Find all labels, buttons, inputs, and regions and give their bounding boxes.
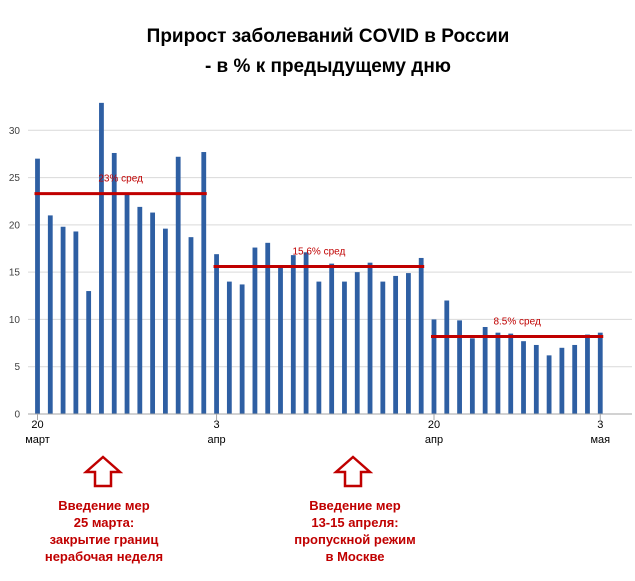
chart-title-line-2: - в % к предыдущему дню xyxy=(205,56,451,77)
bar xyxy=(278,267,283,414)
bar xyxy=(290,255,296,414)
bar xyxy=(265,242,271,414)
bar xyxy=(469,338,475,414)
bar xyxy=(431,319,437,414)
annotation-line: в Москве xyxy=(325,549,385,564)
bar xyxy=(252,247,258,414)
bar xyxy=(546,355,552,414)
up-arrow-icon xyxy=(333,455,373,488)
y-tick-label: 15 xyxy=(9,268,21,279)
bar xyxy=(495,332,501,414)
y-tick-label: 20 xyxy=(9,220,21,231)
x-tick-label-month: апр xyxy=(207,434,225,446)
bar xyxy=(533,344,539,414)
annotation-march-25: Введение мер 25 марта: закрытие границ н… xyxy=(4,497,204,565)
y-tick-label: 5 xyxy=(14,362,20,373)
annotation-april-13-15: Введение мер 13-15 апреля: пропускной ре… xyxy=(255,497,455,565)
annotation-line: Введение мер xyxy=(309,498,401,513)
bar xyxy=(73,231,79,414)
annotation-line: закрытие границ xyxy=(49,532,159,547)
annotation-line: Введение мер xyxy=(58,498,150,513)
bar xyxy=(188,237,194,414)
chart-title-line-1: Прирост заболеваний COVID в России xyxy=(147,26,510,47)
bar xyxy=(329,263,335,414)
bar xyxy=(406,273,411,414)
average-lines: 23% сред 15.6% сред 8.5% сред xyxy=(34,174,604,338)
bar xyxy=(201,152,207,414)
y-tick-label: 30 xyxy=(9,126,21,137)
annotation-line: пропускной режим xyxy=(294,532,416,547)
bar xyxy=(342,281,347,414)
axes: 20 март 3 апр 20 апр 3 мая xyxy=(25,413,632,446)
bar xyxy=(163,228,168,414)
bar xyxy=(111,152,117,415)
annotation-line: 13-15 апреля: xyxy=(311,515,399,530)
bar xyxy=(457,320,462,414)
average-label: 8.5% сред xyxy=(493,316,540,327)
bar xyxy=(175,156,181,414)
bar xyxy=(214,254,219,414)
bar xyxy=(418,257,424,414)
bar xyxy=(303,252,309,414)
x-tick-label-day: 20 xyxy=(31,419,43,431)
bars xyxy=(35,102,603,415)
y-tick-label: 25 xyxy=(9,173,21,184)
x-tick-label-month: март xyxy=(25,434,50,446)
bar xyxy=(393,275,399,414)
bar xyxy=(597,332,603,414)
bar xyxy=(367,262,373,414)
bar xyxy=(226,281,232,414)
bar xyxy=(354,272,360,414)
bar xyxy=(521,341,526,414)
bar xyxy=(482,326,488,414)
bar xyxy=(444,300,450,414)
bar xyxy=(86,291,92,414)
x-tick-label-day: 3 xyxy=(597,419,603,431)
average-label: 15.6% сред xyxy=(292,246,345,257)
annotation-line: нерабочая неделя xyxy=(44,549,164,564)
average-label: 23% сред xyxy=(98,174,143,185)
y-tick-label: 0 xyxy=(14,410,20,421)
bar xyxy=(47,215,53,414)
bar xyxy=(316,281,322,414)
bar xyxy=(380,281,386,414)
x-tick-label-month: мая xyxy=(590,434,610,446)
bar xyxy=(35,158,40,414)
up-arrow-icon xyxy=(83,455,123,488)
bar xyxy=(559,347,565,414)
bar xyxy=(99,102,104,415)
x-tick-label-day: 20 xyxy=(428,419,440,431)
bar xyxy=(60,226,66,414)
bar xyxy=(124,193,130,414)
bar xyxy=(572,344,578,414)
bar xyxy=(585,334,590,414)
bar xyxy=(150,212,156,414)
x-tick-label-month: апр xyxy=(425,434,443,446)
bar xyxy=(137,206,143,414)
annotation-line: 25 марта: xyxy=(73,515,135,530)
y-tick-label: 10 xyxy=(9,315,21,326)
bar xyxy=(508,333,514,414)
bar xyxy=(239,284,245,414)
x-tick-label-day: 3 xyxy=(213,419,219,431)
